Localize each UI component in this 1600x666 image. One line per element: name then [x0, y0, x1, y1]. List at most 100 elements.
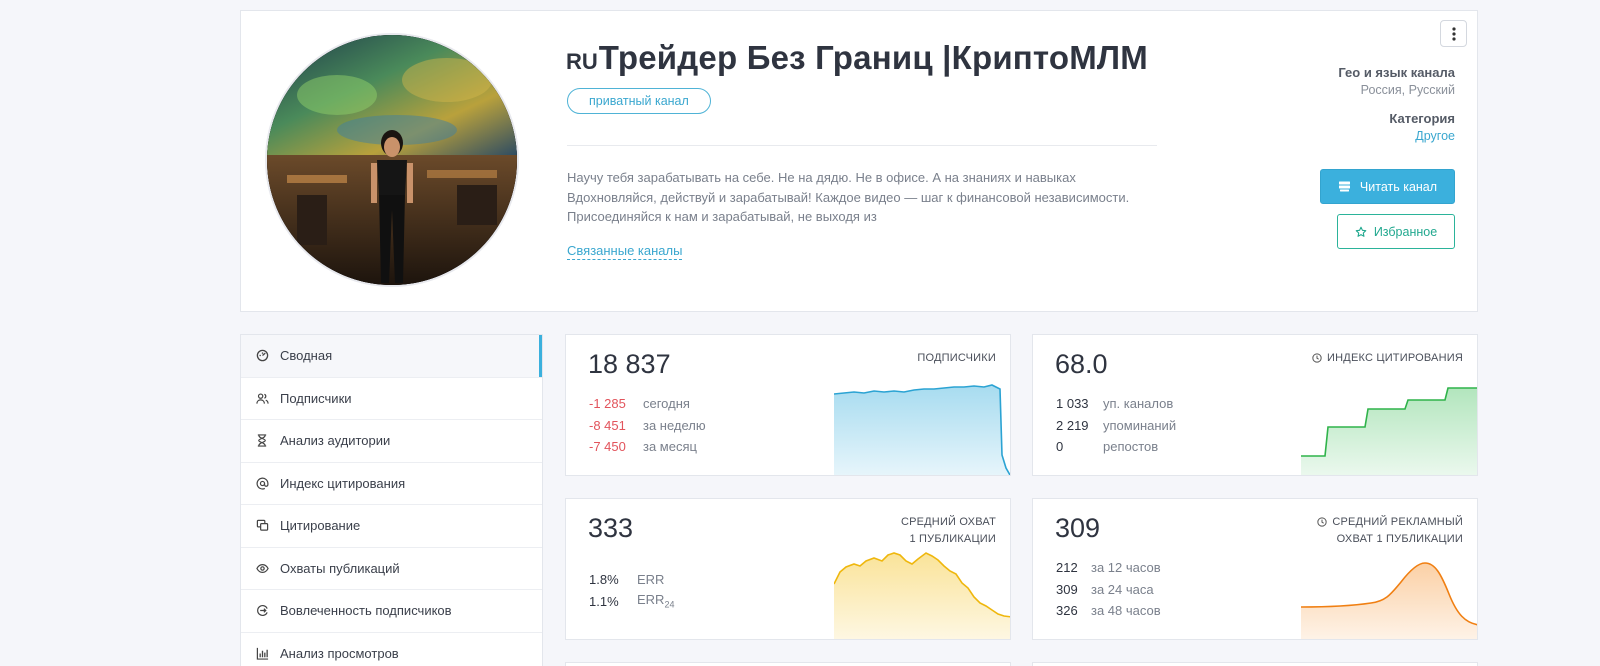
stat-card-partial — [1032, 662, 1478, 666]
sidebar-item-subscribers[interactable]: Подписчики — [241, 378, 542, 420]
citation-index-card[interactable]: 68.0 ИНДЕКС ЦИТИРОВАНИЯ 1 033 уп. каналов… — [1032, 334, 1478, 476]
sidebar-item-views-analysis[interactable]: Анализ просмотров — [241, 633, 542, 666]
stat-row: 326 за 48 часов — [1056, 600, 1161, 622]
at-icon — [255, 476, 269, 490]
stat-number: 0 — [1056, 439, 1064, 455]
sidebar-item-citation-index[interactable]: Индекс цитирования — [241, 463, 542, 505]
stat-row: -7 450 за месяц — [589, 436, 706, 458]
sidebar-item-audience-analysis[interactable]: Анализ аудитории — [241, 420, 542, 463]
sidebar-item-post-reach[interactable]: Охваты публикаций — [241, 548, 542, 590]
stat-label: ERR24 — [637, 592, 674, 610]
eye-icon — [255, 561, 269, 575]
category-link[interactable]: Другое — [1415, 129, 1455, 143]
label-line: СРЕДНИЙ ОХВАТ — [900, 516, 996, 528]
stat-row: 2 219 упоминаний — [1056, 415, 1176, 437]
private-channel-badge: приватный канал — [567, 88, 711, 114]
stat-label: ERR — [637, 572, 665, 588]
stat-row: 1 033 уп. каналов — [1056, 393, 1176, 415]
users-icon — [255, 391, 269, 405]
stat-label: за 24 часа — [1091, 581, 1154, 597]
hourglass-icon — [255, 434, 269, 448]
average-ad-reach-card[interactable]: 309 СРЕДНИЙ РЕКЛАМНЫЙ ОХВАТ 1 ПУБЛИКАЦИИ… — [1032, 498, 1478, 640]
description-line: Научу тебя зарабатывать на себе. Не на д… — [567, 170, 1076, 185]
dashboard-icon — [255, 349, 269, 363]
stat-number: 1.1% — [589, 593, 619, 609]
citation-stats: 1 033 уп. каналов 2 219 упоминаний 0 репост… — [1056, 393, 1176, 458]
geo-block: Гео и язык канала Россия, Русский — [1338, 65, 1455, 97]
geo-label: Гео и язык канала — [1338, 65, 1455, 80]
subscribers-stats: -1 285 сегодня -8 451 за неделю -7 450 за м… — [589, 393, 706, 458]
stat-label: за месяц — [643, 439, 697, 455]
citation-index-label: ИНДЕКС ЦИТИРОВАНИЯ — [1312, 350, 1463, 367]
star-icon — [1355, 226, 1367, 237]
stat-row: 0 репостов — [1056, 436, 1176, 458]
stat-label: за 12 часов — [1091, 560, 1161, 576]
reach-sparkline — [834, 552, 1010, 639]
stat-row: 1.8% ERR — [589, 569, 674, 591]
more-options-button[interactable] — [1440, 20, 1467, 47]
stat-label: сегодня — [643, 396, 690, 412]
stat-row: -1 285 сегодня — [589, 393, 706, 415]
bar-chart-icon — [255, 646, 269, 660]
citation-sparkline — [1301, 387, 1477, 475]
channel-title: RUТрейдер Без Границ |КриптоМЛМ — [566, 39, 1148, 77]
err-subscript: 24 — [664, 600, 675, 611]
sidebar-nav: Сводная Подписчики Анализ аудитории Инде… — [240, 334, 543, 666]
description-line: Присоединяйся к нам и зарабатывай, не вы… — [567, 209, 877, 224]
sidebar-item-label: Анализ аудитории — [280, 433, 391, 449]
sidebar-item-summary[interactable]: Сводная — [241, 335, 542, 378]
stat-label: за 48 часов — [1091, 603, 1161, 619]
stat-row: -8 451 за неделю — [589, 415, 706, 437]
related-channels-link[interactable]: Связанные каналы — [567, 243, 683, 260]
reach-stats: 1.8% ERR 1.1% ERR24 — [589, 569, 674, 612]
citation-index-value: 68.0 — [1055, 349, 1108, 379]
stat-number: 326 — [1056, 603, 1078, 619]
favorite-button[interactable]: Избранное — [1337, 214, 1455, 249]
label-line: СРЕДНИЙ РЕКЛАМНЫЙ — [1332, 516, 1463, 528]
stat-number: 309 — [1056, 581, 1078, 597]
stat-number: 1 033 — [1056, 396, 1089, 412]
stat-label: уп. каналов — [1103, 396, 1174, 412]
err-label: ERR — [637, 592, 665, 608]
subscribers-sparkline — [834, 384, 1010, 475]
sidebar-item-label: Сводная — [280, 348, 333, 364]
read-channel-button[interactable]: Читать канал — [1320, 169, 1455, 204]
stat-number: 212 — [1056, 560, 1078, 576]
sidebar-item-label: Цитирование — [280, 518, 361, 534]
country-flag: RU — [566, 49, 598, 74]
average-reach-label: СРЕДНИЙ ОХВАТ 1 ПУБЛИКАЦИИ — [901, 514, 996, 547]
header-divider — [567, 145, 1157, 146]
read-channel-label: Читать канал — [1359, 179, 1438, 194]
average-ad-reach-label: СРЕДНИЙ РЕКЛАМНЫЙ ОХВАТ 1 ПУБЛИКАЦИИ — [1317, 514, 1463, 547]
stat-label: за неделю — [643, 417, 706, 433]
channel-title-text: Трейдер Без Границ |КриптоМЛМ — [598, 39, 1148, 76]
ad-reach-stats: 212 за 12 часов 309 за 24 часа 326 за 48 ча… — [1056, 557, 1161, 622]
channel-header-card: RUТрейдер Без Границ |КриптоМЛМ приватны… — [240, 10, 1478, 312]
book-icon — [1338, 181, 1350, 192]
stat-label: репостов — [1103, 439, 1159, 455]
ad-reach-sparkline — [1301, 562, 1477, 639]
stat-number: 1.8% — [589, 572, 619, 588]
sidebar-item-label: Вовлеченность подписчиков — [280, 603, 452, 619]
subscribers-card[interactable]: 18 837 ПОДПИСЧИКИ -1 285 сегодня -8 451 за… — [565, 334, 1011, 476]
average-reach-card[interactable]: 333 СРЕДНИЙ ОХВАТ 1 ПУБЛИКАЦИИ 1.8% ERR 1… — [565, 498, 1011, 640]
clock-icon — [1317, 517, 1327, 527]
favorite-label: Избранное — [1373, 224, 1438, 239]
channel-avatar — [265, 33, 519, 287]
description-line: Вдохновляйся, действуй и зарабатывай! Ка… — [567, 189, 1130, 205]
sidebar-item-engagement[interactable]: Вовлеченность подписчиков — [241, 590, 542, 633]
subscribers-value: 18 837 — [588, 349, 671, 379]
stat-label: упоминаний — [1103, 417, 1177, 433]
sidebar-item-label: Индекс цитирования — [280, 475, 406, 491]
geo-value: Россия, Русский — [1360, 83, 1455, 97]
stat-row: 309 за 24 часа — [1056, 579, 1161, 601]
sidebar-item-citations[interactable]: Цитирование — [241, 505, 542, 548]
clock-icon — [1312, 353, 1322, 363]
label-line: 1 ПУБЛИКАЦИИ — [909, 532, 996, 545]
category-label: Категория — [1389, 111, 1455, 126]
stat-row: 1.1% ERR24 — [589, 591, 674, 613]
label-line: ОХВАТ 1 ПУБЛИКАЦИИ — [1336, 532, 1463, 545]
stat-number: -8 451 — [589, 417, 626, 433]
stat-number: 2 219 — [1056, 417, 1089, 433]
stat-card-partial — [565, 662, 1011, 666]
